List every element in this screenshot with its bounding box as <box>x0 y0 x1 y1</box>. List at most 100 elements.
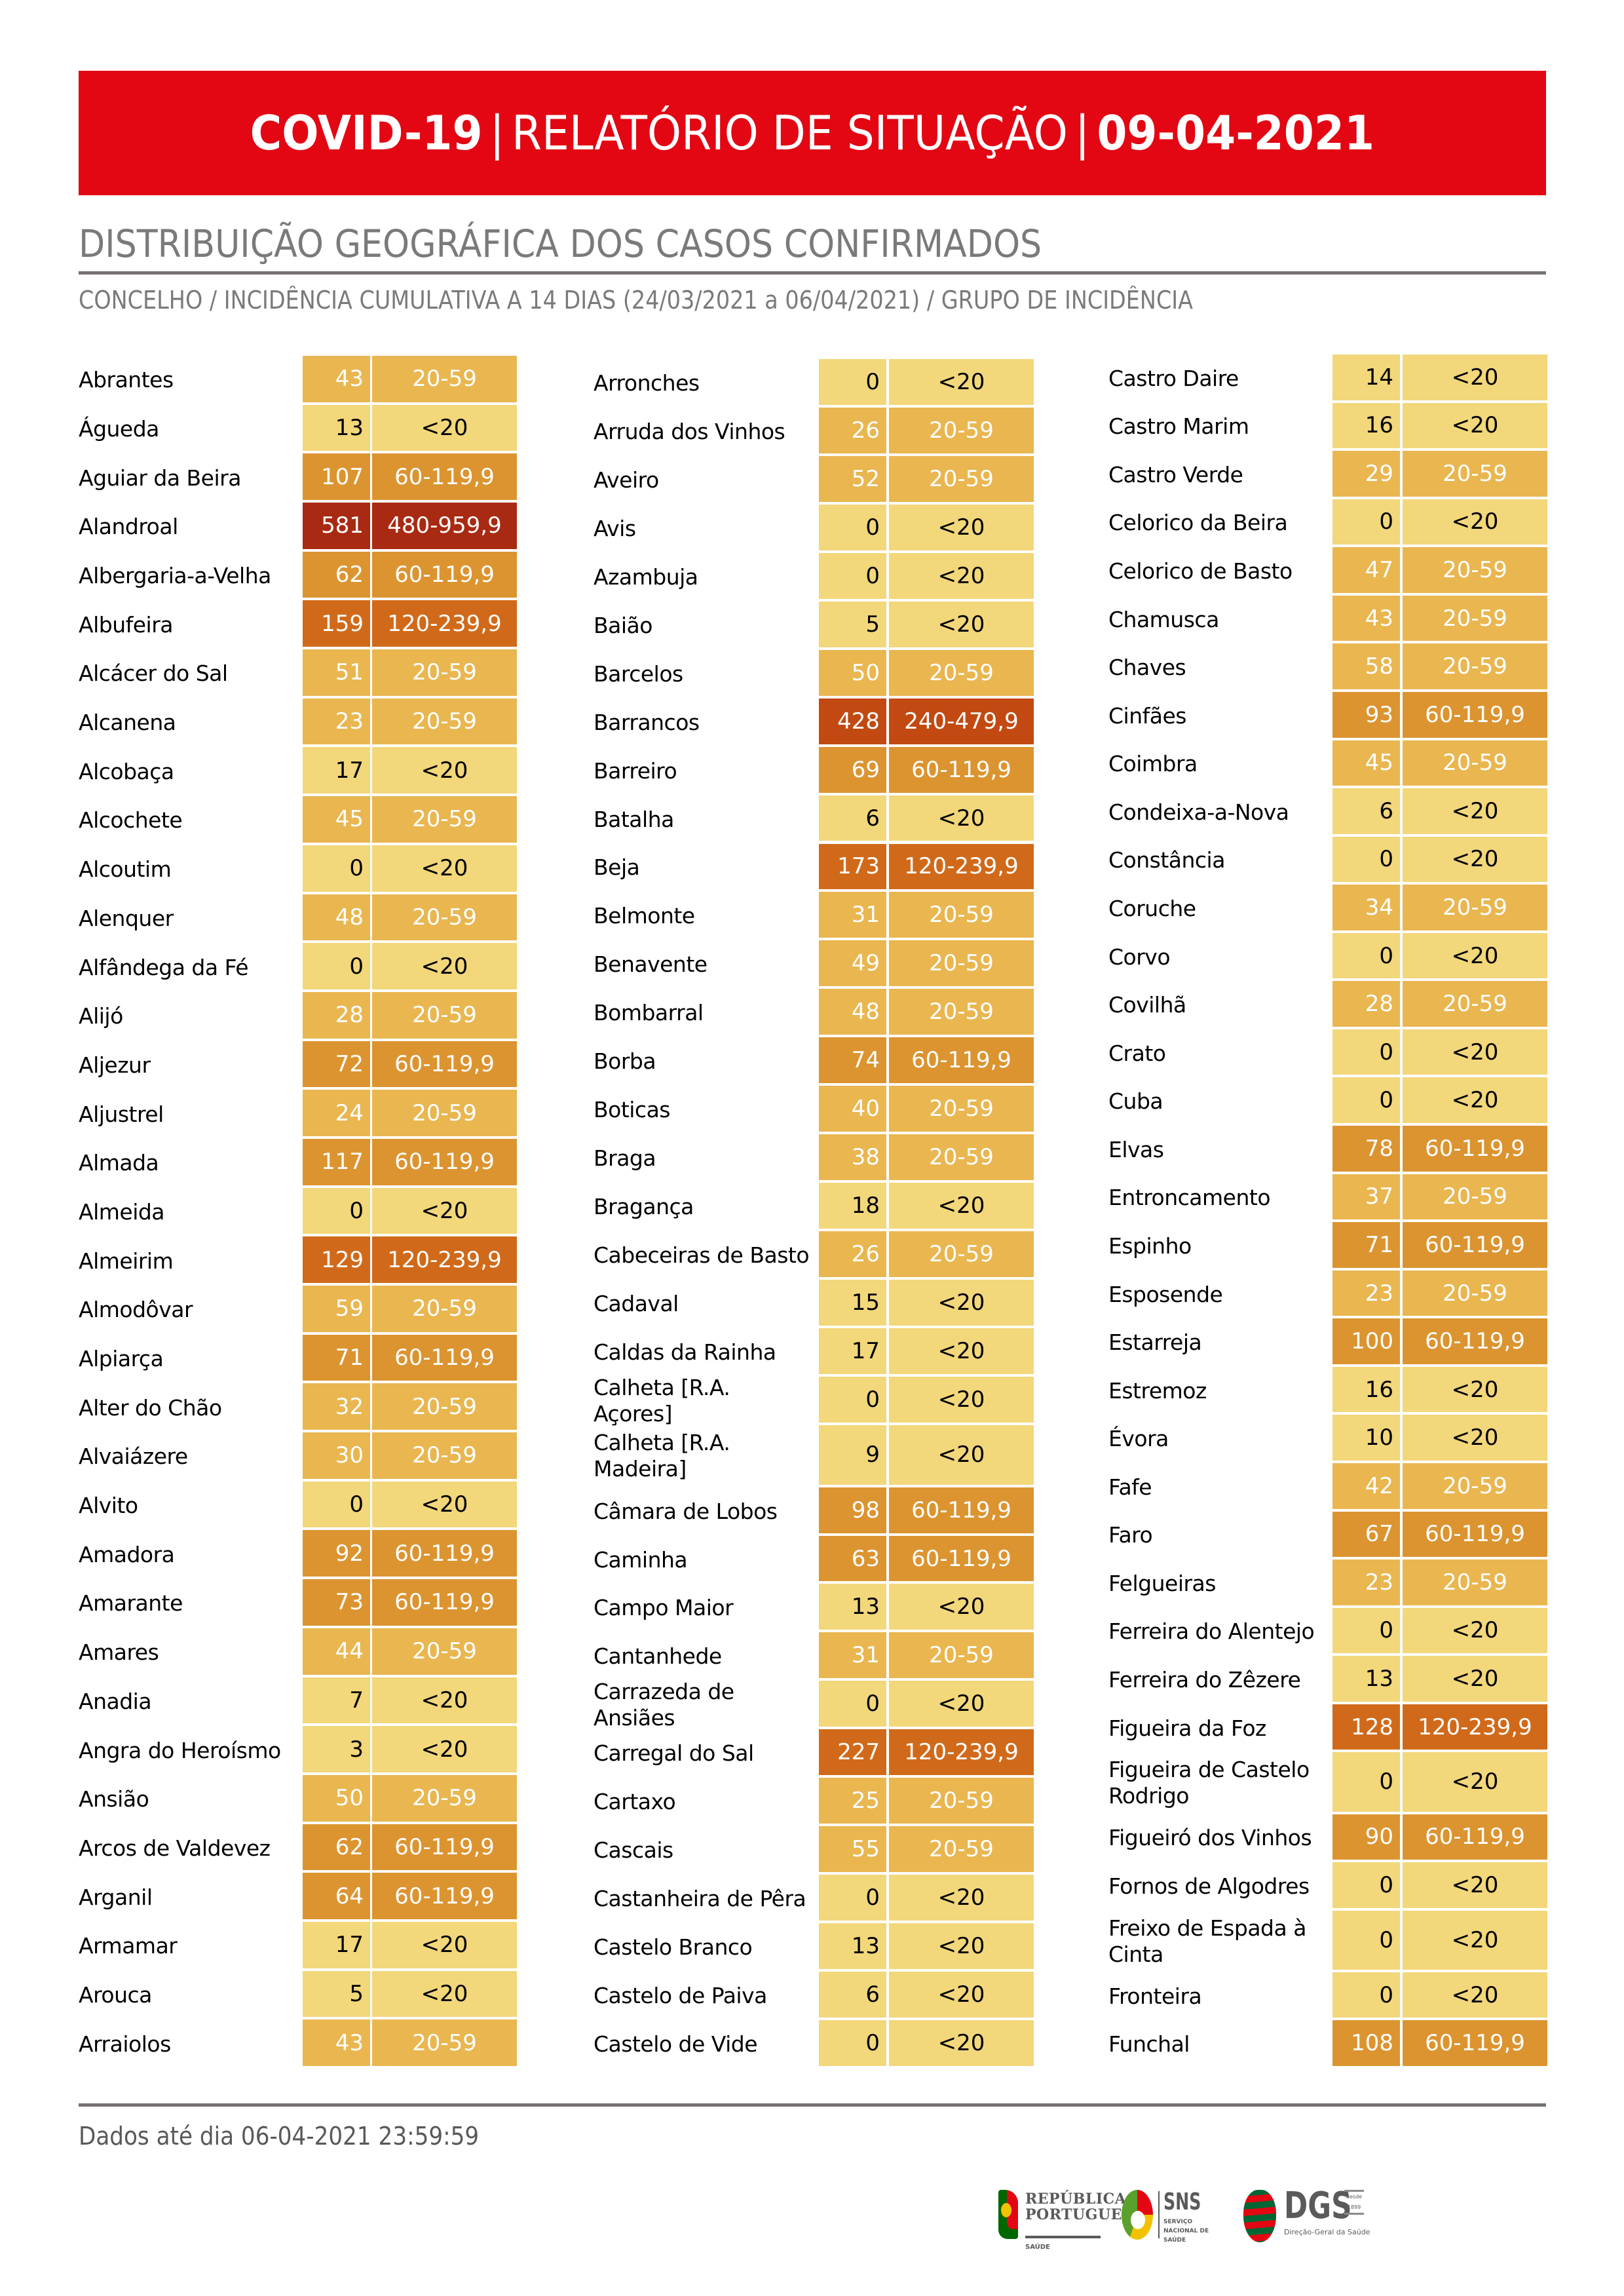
incidence-value: 74 <box>819 1037 886 1084</box>
dgs-since: desde 1899 <box>1344 2190 1364 2215</box>
municipality-name: Funchal <box>1108 2031 1190 2057</box>
incidence-value: 32 <box>303 1383 370 1430</box>
table-row: Angra do Heroísmo 3 <20 <box>79 1726 590 1775</box>
report-title: COVID-19 | RELATÓRIO DE SITUAÇÃO | 09-04-202… <box>250 105 1374 161</box>
section-divider <box>79 271 1546 275</box>
table-row: Belmonte 31 20-59 <box>594 892 1105 940</box>
incidence-group-badge: 20-59 <box>889 892 1034 938</box>
section-title: DISTRIBUIÇÃO GEOGRÁFICA DOS CASOS CONFIR… <box>79 221 1042 266</box>
incidence-value: 0 <box>819 2020 886 2066</box>
incidence-value: 0 <box>1332 932 1400 979</box>
incidence-value: 28 <box>303 991 370 1039</box>
incidence-group-badge: 20-59 <box>1403 547 1547 593</box>
incidence-group-badge: 20-59 <box>889 989 1034 1035</box>
municipality-name: Celorico de Basto <box>1108 558 1293 584</box>
municipality-name: Covilhã <box>1108 992 1186 1018</box>
table-row: Aguiar da Beira 107 60-119,9 <box>79 453 590 503</box>
incidence-value: 43 <box>303 2019 370 2066</box>
incidence-group-badge: <20 <box>1403 402 1547 449</box>
table-row: Bombarral 48 20-59 <box>594 989 1105 1037</box>
municipality-name: Castanheira de Pêra <box>594 1886 806 1912</box>
table-row: Anadia 7 <20 <box>79 1677 590 1727</box>
municipality-name: Alcobaça <box>79 758 174 784</box>
municipality-name: Felgueiras <box>1108 1570 1216 1596</box>
section-subtitle: CONCELHO / INCIDÊNCIA CUMULATIVA A 14 DI… <box>79 286 1194 315</box>
incidence-group-badge: <20 <box>889 1681 1034 1727</box>
incidence-group-badge: 60-119,9 <box>889 1037 1034 1084</box>
table-row: Fronteira 0 <20 <box>1108 1972 1619 2021</box>
incidence-value: 0 <box>1332 1607 1400 1654</box>
incidence-value: 51 <box>303 649 370 696</box>
table-row: Arouca 5 <20 <box>79 1970 590 2020</box>
municipality-name: Campo Maior <box>594 1595 734 1621</box>
incidence-value: 31 <box>819 892 886 938</box>
republica-line1: REPÚBLICA <box>1025 2191 1127 2208</box>
incidence-value: 6 <box>819 795 886 841</box>
table-row: Cartaxo 25 20-59 <box>594 1778 1105 1826</box>
table-row: Alpiarça 71 60-119,9 <box>79 1334 590 1384</box>
table-row: Bragança 18 <20 <box>594 1183 1105 1231</box>
incidence-value: 43 <box>303 356 370 402</box>
municipality-name: Alijó <box>79 1003 123 1029</box>
municipality-name: Belmonte <box>594 903 695 929</box>
incidence-value: 29 <box>1332 451 1400 497</box>
incidence-value: 17 <box>819 1328 886 1374</box>
table-row: Albufeira 159 120-239,9 <box>79 600 590 649</box>
municipality-name: Bragança <box>594 1194 694 1220</box>
incidence-group-badge: <20 <box>1403 1972 1547 2018</box>
municipality-name: Cascais <box>594 1837 673 1864</box>
incidence-value: 93 <box>1332 691 1400 738</box>
incidence-group-badge: 60-119,9 <box>372 453 517 501</box>
municipality-name: Constância <box>1108 847 1225 873</box>
table-row: Alter do Chão 32 20-59 <box>79 1383 590 1432</box>
incidence-value: 38 <box>819 1134 886 1181</box>
title-covid: COVID-19 <box>250 105 483 161</box>
table-row: Entroncamento 37 20-59 <box>1108 1174 1619 1223</box>
incidence-group-badge: <20 <box>889 1875 1034 1921</box>
incidence-group-badge: <20 <box>1403 1029 1547 1075</box>
table-row: Estarreja 100 60-119,9 <box>1108 1318 1619 1367</box>
municipality-name: Arcos de Valdevez <box>79 1835 271 1861</box>
municipality-name: Alter do Chão <box>79 1394 222 1421</box>
table-row: Aljustrel 24 20-59 <box>79 1090 590 1139</box>
municipality-name: Amarante <box>79 1590 183 1617</box>
incidence-group-badge: <20 <box>372 404 517 451</box>
table-row: Estremoz 16 <20 <box>1108 1366 1619 1415</box>
table-row: Alcochete 45 20-59 <box>79 796 590 845</box>
municipality-name: Borba <box>594 1048 656 1075</box>
incidence-value: 0 <box>1332 499 1400 545</box>
incidence-group-badge: 20-59 <box>1403 643 1547 689</box>
table-row: Espinho 71 60-119,9 <box>1108 1222 1619 1271</box>
table-row: Fafe 42 20-59 <box>1108 1463 1619 1512</box>
incidence-value: 0 <box>1332 836 1400 883</box>
municipality-name: Angra do Heroísmo <box>79 1737 281 1763</box>
incidence-group-badge: <20 <box>1403 932 1547 979</box>
table-row: Alijó 28 20-59 <box>79 991 590 1041</box>
incidence-value: 0 <box>1332 1077 1400 1124</box>
dgs-logo: DGS desde 1899 Direção-Geral da Saúde <box>996 2175 1572 2267</box>
municipality-name: Aguiar da Beira <box>79 465 241 491</box>
table-row: Castelo de Paiva 6 <20 <box>594 1972 1105 2020</box>
incidence-value: 0 <box>819 504 886 550</box>
table-row: Benavente 49 20-59 <box>594 940 1105 989</box>
incidence-group-badge: <20 <box>1403 1077 1547 1124</box>
table-row: Boticas 40 20-59 <box>594 1086 1105 1134</box>
incidence-group-badge: <20 <box>1403 1656 1547 1702</box>
incidence-value: 64 <box>303 1873 370 1919</box>
incidence-group-badge: 20-59 <box>1403 451 1547 497</box>
table-row: Covilhã 28 20-59 <box>1108 981 1619 1029</box>
table-row: Figueiró dos Vinhos 90 60-119,9 <box>1108 1814 1619 1863</box>
incidence-group-badge: 60-119,9 <box>372 1824 517 1871</box>
table-row: Castanheira de Pêra 0 <20 <box>594 1875 1105 1923</box>
table-row: Arganil 64 60-119,9 <box>79 1873 590 1922</box>
incidence-value: 0 <box>819 1875 886 1921</box>
table-row: Freixo de Espada à Cinta 0 <20 <box>1108 1910 1619 1972</box>
incidence-group-badge: 60-119,9 <box>372 1334 517 1381</box>
incidence-group-badge: 20-59 <box>889 940 1034 987</box>
table-row: Calheta [R.A. Madeira] 9 <20 <box>594 1425 1105 1487</box>
incidence-group-badge: 20-59 <box>372 2019 517 2066</box>
incidence-value: 0 <box>1332 1910 1400 1970</box>
incidence-group-badge: 20-59 <box>372 1628 517 1675</box>
municipality-name: Castro Marim <box>1108 413 1249 440</box>
table-row: Constância 0 <20 <box>1108 836 1619 885</box>
